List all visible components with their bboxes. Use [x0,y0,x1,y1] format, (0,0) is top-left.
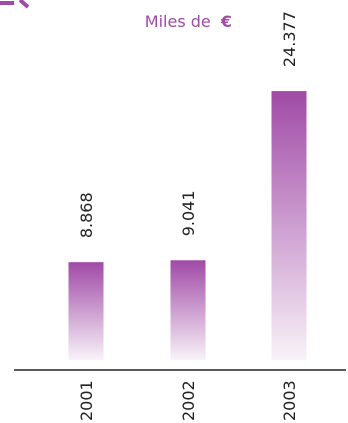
bar-2001 [68,262,104,360]
value-labels-group: 8.868 9.041 24.377 [77,11,299,238]
value-label-2001: 8.868 [77,192,96,238]
x-tick-label-2001: 2001 [77,380,96,421]
value-label-2002: 9.041 [179,190,198,236]
euro-icon: € [220,12,232,31]
x-tick-label-2003: 2003 [280,380,299,421]
bars-group [68,91,307,360]
value-label-2003: 24.377 [280,11,299,67]
bar-2002 [170,260,206,360]
bar-2003 [271,91,307,360]
cropped-heading-fragment [0,0,30,9]
unit-label: Miles de [145,12,211,31]
unit-header: Miles de € [145,12,232,31]
x-tick-labels-group: 2001 2002 2003 [77,380,299,421]
x-tick-label-2002: 2002 [179,380,198,421]
